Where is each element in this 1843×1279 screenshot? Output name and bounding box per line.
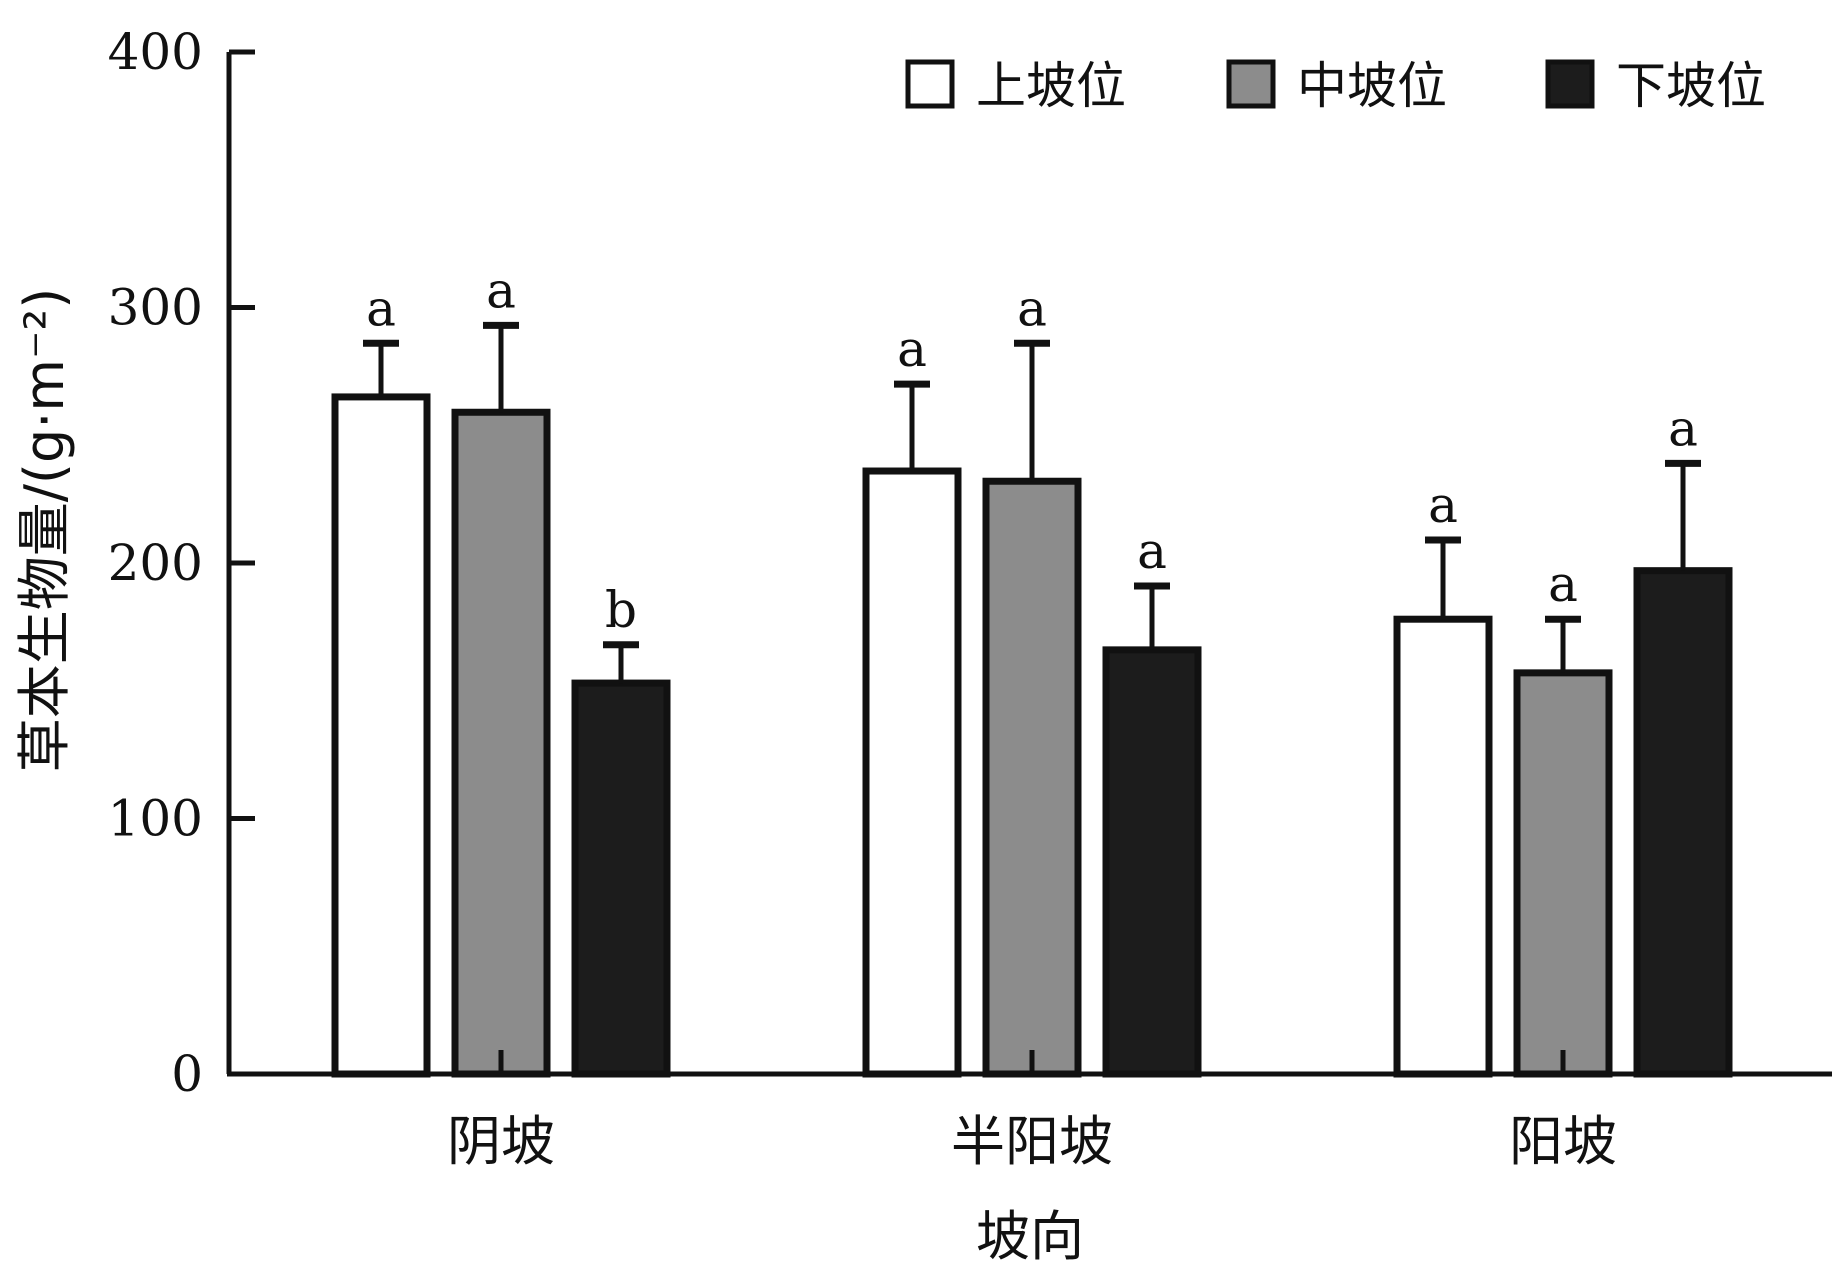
x-tick-label: 阴坡 xyxy=(447,1110,555,1173)
legend-label: 上坡位 xyxy=(976,57,1126,115)
bar xyxy=(982,477,1082,1078)
y-axis-title: 草本生物量/(g·m⁻²) xyxy=(13,288,76,773)
x-tick-label: 半阳坡 xyxy=(951,1110,1113,1173)
significance-label: a xyxy=(486,261,516,319)
x-tick-label: 阳坡 xyxy=(1509,1110,1617,1173)
bar xyxy=(862,467,962,1078)
bar xyxy=(1393,615,1493,1078)
significance-label: a xyxy=(366,279,396,337)
x-axis-title: 坡向 xyxy=(976,1205,1084,1268)
y-tick-label: 400 xyxy=(108,23,203,81)
bar xyxy=(451,408,551,1078)
bar xyxy=(331,393,431,1078)
legend: 上坡位 中坡位 下坡位 xyxy=(905,57,1766,115)
significance-label: a xyxy=(897,320,927,378)
legend-label: 中坡位 xyxy=(1297,57,1447,115)
y-tick-label: 200 xyxy=(108,534,203,592)
y-ticks: 0 100 200 300 400 xyxy=(108,23,255,1103)
bars: a a b a a a a a a xyxy=(331,261,1733,1078)
significance-label: a xyxy=(1017,279,1047,337)
y-tick-label: 0 xyxy=(171,1045,203,1103)
legend-swatch xyxy=(1545,59,1595,109)
significance-label: a xyxy=(1548,555,1578,613)
legend-swatch xyxy=(1226,59,1276,109)
x-ticks: 阴坡 半阳坡 阳坡 xyxy=(447,1050,1617,1173)
legend-label: 下坡位 xyxy=(1616,57,1766,115)
bar xyxy=(1633,567,1733,1078)
bar xyxy=(571,679,671,1078)
y-tick-label: 100 xyxy=(108,790,203,848)
significance-label: a xyxy=(1137,522,1167,580)
bar xyxy=(1102,646,1202,1078)
legend-swatch xyxy=(905,59,955,109)
significance-label: b xyxy=(605,581,637,639)
bar xyxy=(1513,669,1613,1078)
significance-label: a xyxy=(1428,476,1458,534)
significance-label: a xyxy=(1668,399,1698,457)
y-tick-label: 300 xyxy=(108,279,203,337)
